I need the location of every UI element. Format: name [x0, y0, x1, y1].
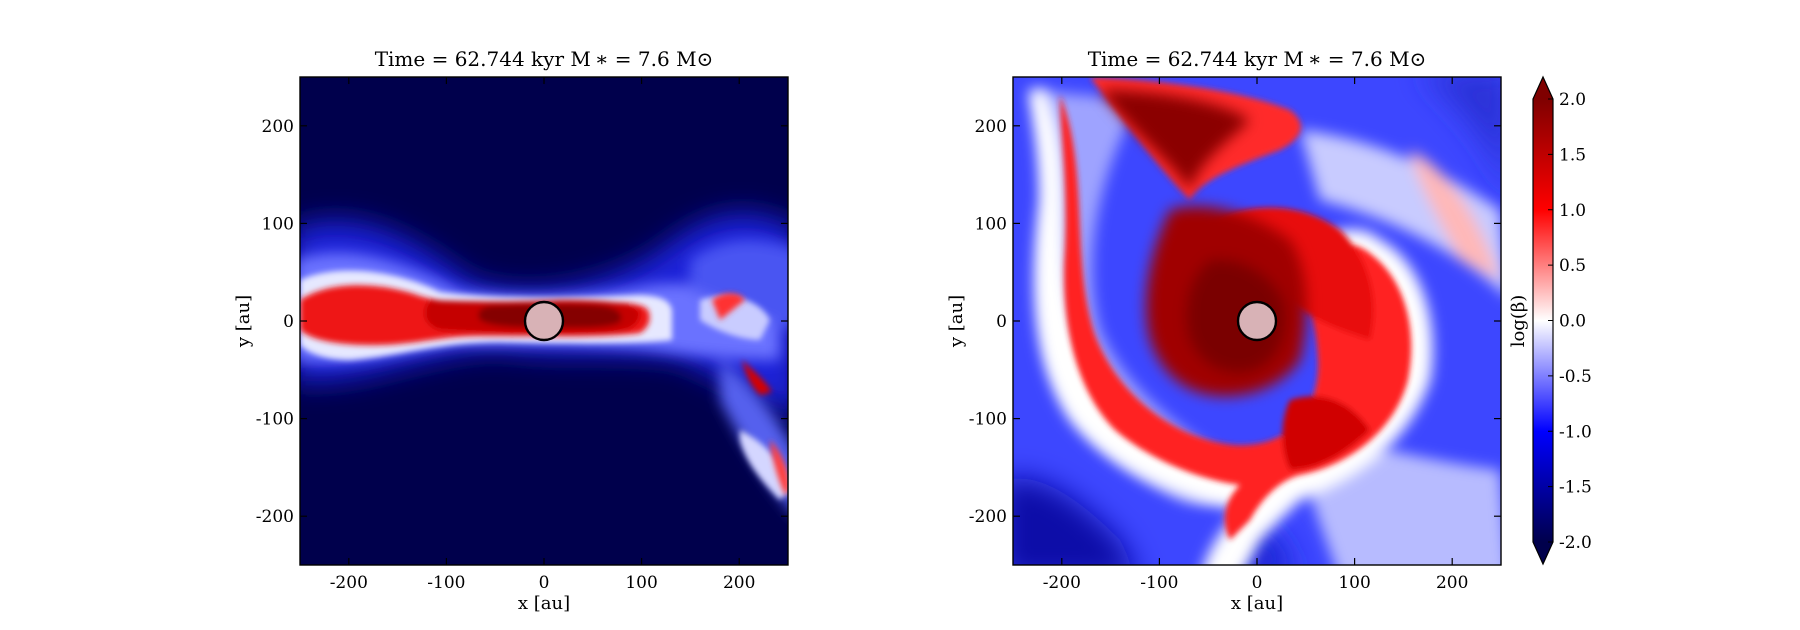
panel-1-ylabel: y [au] — [233, 295, 254, 348]
y-tick-label: -200 — [256, 507, 294, 527]
x-tick-label: -200 — [1043, 573, 1081, 593]
colorbar-tick-label: 0.5 — [1559, 256, 1586, 276]
y-tick-label: 200 — [975, 117, 1007, 137]
ticks-face-on: -200 -100 0 100 200 -200 -100 0 100 200 — [969, 77, 1501, 593]
y-tick-label: -100 — [256, 410, 294, 430]
panel-1-title: Time = 62.744 kyr M ∗ = 7.6 M⊙ — [375, 47, 714, 71]
ticks-edge-on: -200 -100 0 100 200 -200 -100 0 100 200 — [256, 77, 788, 593]
colorbar-tick-label: -1.0 — [1559, 422, 1592, 442]
panel-1-xlabel: x [au] — [518, 593, 570, 614]
x-tick-label: 200 — [723, 573, 755, 593]
panel-2-ylabel: y [au] — [946, 295, 967, 348]
colorbar-label: log(β) — [1508, 295, 1529, 348]
colorbar-tick-label: -1.5 — [1559, 478, 1592, 498]
y-tick-label: 0 — [283, 312, 294, 332]
sink-particle-2 — [1236, 300, 1278, 342]
sink-particle-1 — [523, 300, 565, 342]
panel-2-xlabel: x [au] — [1231, 593, 1283, 614]
y-tick-label: 100 — [975, 214, 1007, 234]
colorbar-extend-top — [1533, 77, 1553, 99]
x-tick-label: 0 — [1252, 573, 1263, 593]
x-tick-label: -200 — [330, 573, 368, 593]
colorbar-tick-label: 2.0 — [1559, 90, 1586, 110]
y-tick-label: 100 — [262, 214, 294, 234]
colorbar: 2.0 1.5 1.0 0.5 0.0 -0.5 -1.0 -1.5 -2.0 log(β) — [1508, 75, 1592, 566]
x-tick-label: -100 — [1140, 573, 1178, 593]
y-tick-label: -100 — [969, 410, 1007, 430]
colorbar-tick-label: 1.0 — [1559, 201, 1586, 221]
y-tick-label: 0 — [996, 312, 1007, 332]
panel-edge-on: -200 -100 0 100 200 -200 -100 0 100 200 Time = 62… — [233, 47, 789, 614]
panel-face-on: -200 -100 0 100 200 -200 -100 0 100 200 Time = 62… — [946, 47, 1502, 614]
colorbar-tick-label: -2.0 — [1559, 533, 1592, 553]
panel-2-title: Time = 62.744 kyr M ∗ = 7.6 M⊙ — [1088, 47, 1427, 71]
colorbar-tick-label: 0.0 — [1559, 312, 1586, 332]
x-tick-label: 100 — [625, 573, 657, 593]
x-tick-label: 0 — [539, 573, 550, 593]
x-tick-label: 200 — [1436, 573, 1468, 593]
colorbar-extend-bottom — [1533, 542, 1553, 564]
y-tick-label: -200 — [969, 507, 1007, 527]
colorbar-tick-label: 1.5 — [1559, 145, 1586, 165]
x-tick-label: 100 — [1338, 573, 1370, 593]
colorbar-tick-label: -0.5 — [1559, 367, 1592, 387]
x-tick-label: -100 — [427, 573, 465, 593]
y-tick-label: 200 — [262, 117, 294, 137]
colorbar-ticks: 2.0 1.5 1.0 0.5 0.0 -0.5 -1.0 -1.5 -2.0 — [1548, 90, 1592, 553]
